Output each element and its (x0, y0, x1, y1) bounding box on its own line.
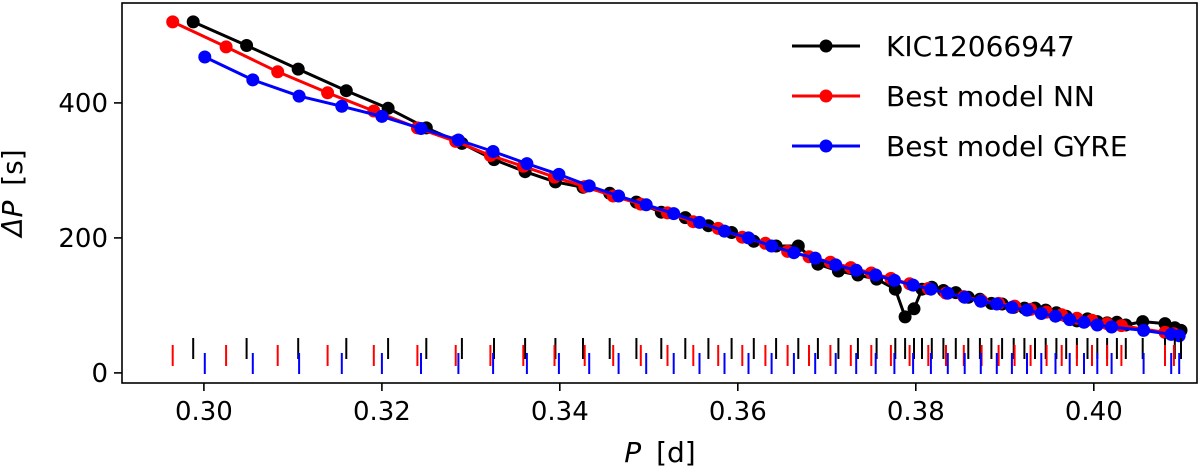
data-point-best-model-gyre (1077, 315, 1091, 329)
data-point-best-model-gyre (612, 189, 626, 203)
data-point-best-model-gyre (667, 207, 681, 221)
data-point-best-model-gyre (335, 99, 349, 113)
data-point-best-model-gyre (1172, 329, 1186, 343)
x-tick-label: 0.40 (1065, 397, 1123, 427)
data-point-best-model-gyre (693, 215, 706, 229)
x-tick-label: 0.34 (531, 397, 589, 427)
data-point-best-model-gyre (742, 231, 755, 245)
data-point-kic12066947 (339, 84, 353, 98)
data-point-kic12066947 (240, 39, 254, 52)
data-point-best-model-gyre (552, 167, 566, 181)
data-point-best-model-nn (166, 15, 180, 29)
series-line-best-model-nn (172, 20, 1175, 336)
legend-label-best-model-gyre: Best model GYRE (886, 130, 1128, 163)
y-tick-label: 200 (58, 224, 108, 254)
data-point-best-model-gyre (451, 133, 465, 147)
data-point-best-model-gyre (1137, 323, 1151, 337)
y-tick-label: 400 (58, 89, 108, 119)
data-point-best-model-gyre (520, 157, 534, 171)
data-point-best-model-nn (219, 40, 233, 54)
data-point-best-model-gyre (1020, 303, 1034, 317)
data-point-best-model-gyre (869, 268, 883, 282)
y-tick-label: 0 (91, 359, 108, 389)
data-point-kic12066947 (291, 62, 305, 76)
legend-marker-best-model-nn (819, 89, 833, 103)
data-series (166, 15, 1188, 343)
data-point-best-model-gyre (1049, 309, 1062, 323)
data-point-best-model-gyre (1063, 313, 1077, 327)
data-point-best-model-gyre (808, 251, 822, 265)
data-point-best-model-gyre (198, 50, 212, 64)
data-point-best-model-gyre (958, 290, 972, 304)
legend-marker-best-model-gyre (819, 139, 833, 153)
data-point-best-model-gyre (990, 297, 1004, 311)
data-point-best-model-nn (271, 65, 285, 79)
data-point-best-model-gyre (849, 263, 863, 277)
data-point-best-model-gyre (718, 224, 731, 238)
data-point-best-model-gyre (582, 179, 596, 193)
y-axis-label: ΔP [s] (0, 149, 29, 238)
data-point-best-model-gyre (414, 122, 428, 135)
data-point-kic12066947 (186, 15, 200, 29)
x-axis-label-unit: [d] (656, 436, 696, 469)
data-point-best-model-gyre (486, 145, 500, 158)
data-point-best-model-gyre (292, 89, 306, 103)
x-tick-label: 0.30 (175, 397, 233, 427)
data-point-best-model-gyre (787, 246, 801, 260)
data-point-best-model-gyre (375, 109, 389, 123)
x-axis: 0.30 0.32 0.34 0.36 0.38 0.40 (175, 383, 1123, 427)
data-point-best-model-gyre (1090, 318, 1104, 332)
y-axis: 0 200 400 (58, 89, 122, 389)
legend: KIC12066947 Best model NN Best model GYRE (792, 30, 1128, 163)
plot-frame (121, 2, 1198, 384)
data-point-best-model-gyre (765, 239, 779, 253)
data-point-kic12066947 (907, 302, 921, 316)
data-point-best-model-gyre (887, 273, 901, 287)
data-point-best-model-gyre (906, 278, 920, 292)
data-point-best-model-gyre (829, 258, 843, 272)
data-point-kic12066947 (898, 310, 912, 324)
data-point-best-model-gyre (974, 294, 988, 308)
data-point-best-model-gyre (1005, 300, 1019, 314)
x-tick-label: 0.38 (887, 397, 945, 427)
y-axis-label-symbol: ΔP (0, 201, 29, 239)
legend-marker-kic12066947 (819, 39, 833, 53)
data-point-best-model-gyre (1034, 307, 1048, 320)
data-point-best-model-gyre (1105, 320, 1119, 334)
y-axis-label-unit: [s] (0, 149, 29, 185)
legend-label-kic12066947: KIC12066947 (886, 30, 1075, 63)
x-axis-label-symbol: P (624, 436, 641, 469)
data-point-best-model-gyre (246, 73, 260, 87)
series-line-kic12066947 (192, 20, 1182, 332)
data-point-best-model-nn (321, 86, 335, 100)
x-tick-label: 0.36 (709, 397, 767, 427)
data-point-best-model-gyre (941, 286, 955, 300)
x-tick-label: 0.32 (353, 397, 411, 427)
x-axis-label: P [d] (624, 436, 695, 469)
period-rug-marks (171, 338, 1182, 374)
legend-label-best-model-nn: Best model NN (886, 80, 1095, 113)
data-point-best-model-gyre (924, 282, 938, 296)
data-point-best-model-gyre (639, 198, 653, 212)
